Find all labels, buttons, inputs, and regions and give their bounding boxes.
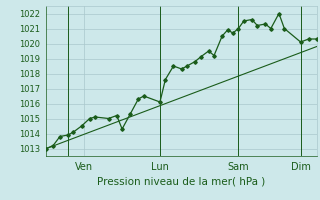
X-axis label: Pression niveau de la mer( hPa ): Pression niveau de la mer( hPa ): [98, 176, 266, 186]
